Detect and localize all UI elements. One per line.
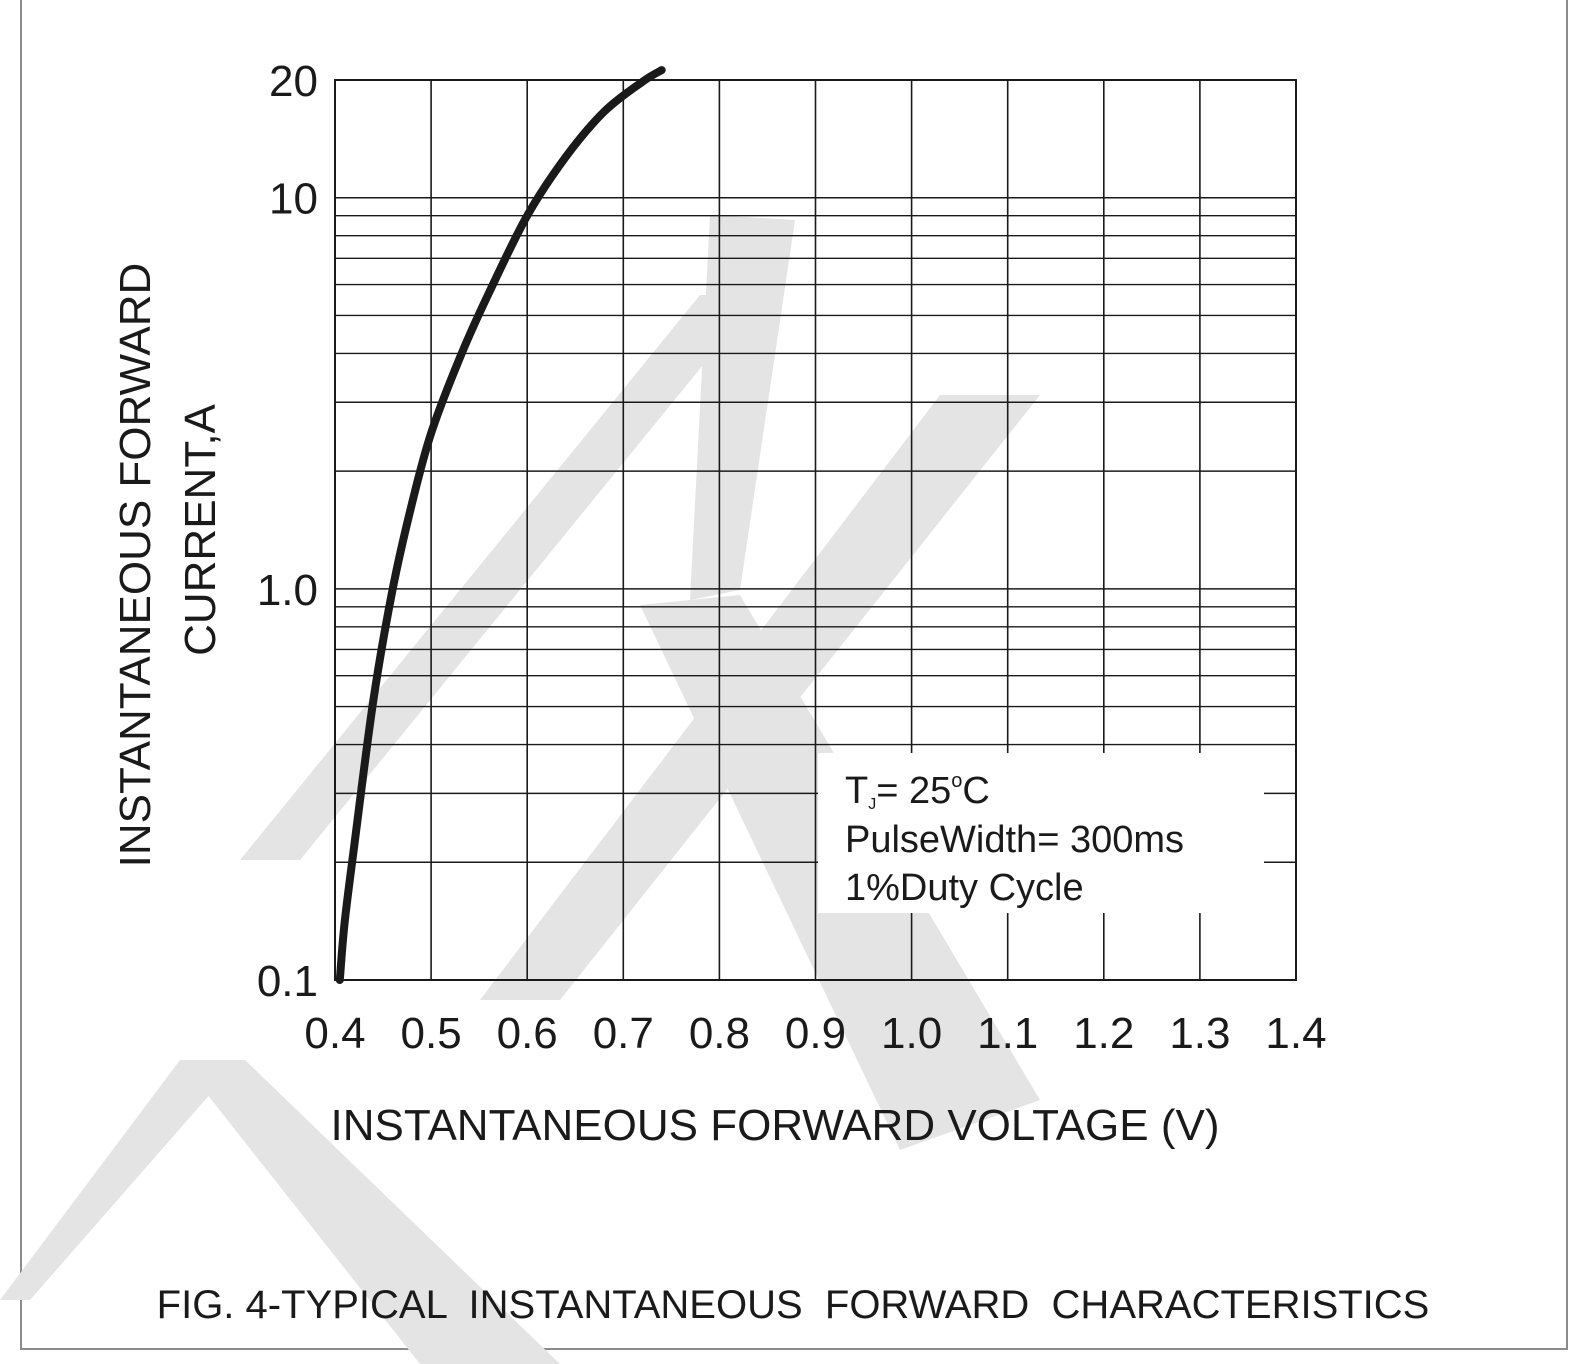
y-tick-label-2: 10 [269, 175, 318, 224]
y-tick-label-0: 0.1 [257, 957, 318, 1006]
annotation-tj: TJ= 25oC [845, 770, 990, 813]
x-tick-label-3: 0.7 [593, 1009, 654, 1058]
annotation-box [818, 753, 1264, 913]
x-tick-labels: 0.4 0.5 0.6 0.7 0.8 0.9 1.0 1.1 1.2 1.3 1.4 [304, 1009, 1326, 1058]
annotation-pulse-width: PulseWidth= 300ms [845, 819, 1184, 861]
y-tick-label-3: 20 [269, 57, 318, 106]
figure-frame [20, 0, 1568, 1350]
x-tick-label-1: 0.5 [401, 1009, 462, 1058]
plot-border [334, 79, 1297, 981]
y-axis-label-line2: CURRENT,A [176, 403, 225, 655]
x-tick-label-2: 0.6 [497, 1009, 558, 1058]
x-tick-label-4: 0.8 [689, 1009, 750, 1058]
annotation-duty-cycle: 1%Duty Cycle [845, 867, 1084, 909]
x-tick-label-8: 1.2 [1073, 1009, 1134, 1058]
x-tick-label-7: 1.1 [977, 1009, 1038, 1058]
x-tick-label-5: 0.9 [785, 1009, 846, 1058]
y-tick-labels: 0.1 1.0 10 20 [257, 57, 318, 1006]
series-line-forward-current [335, 66, 666, 984]
y-axis-label-line1: INSTANTANEOUS FORWARD [111, 263, 160, 868]
x-tick-label-9: 1.3 [1169, 1009, 1230, 1058]
annotation-text: TJ= 25oC PulseWidth= 300ms 1%Duty Cycle [845, 770, 1184, 909]
x-tick-label-10: 1.4 [1265, 1009, 1326, 1058]
y-tick-label-1: 1.0 [257, 566, 318, 615]
x-axis-label: INSTANTANEOUS FORWARD VOLTAGE (V) [330, 1101, 1219, 1150]
x-tick-label-6: 1.0 [881, 1009, 942, 1058]
x-tick-label-0: 0.4 [304, 1009, 365, 1058]
figure-caption: FIG. 4-TYPICAL INSTANTANEOUS FORWARD CHA… [157, 1283, 1430, 1327]
